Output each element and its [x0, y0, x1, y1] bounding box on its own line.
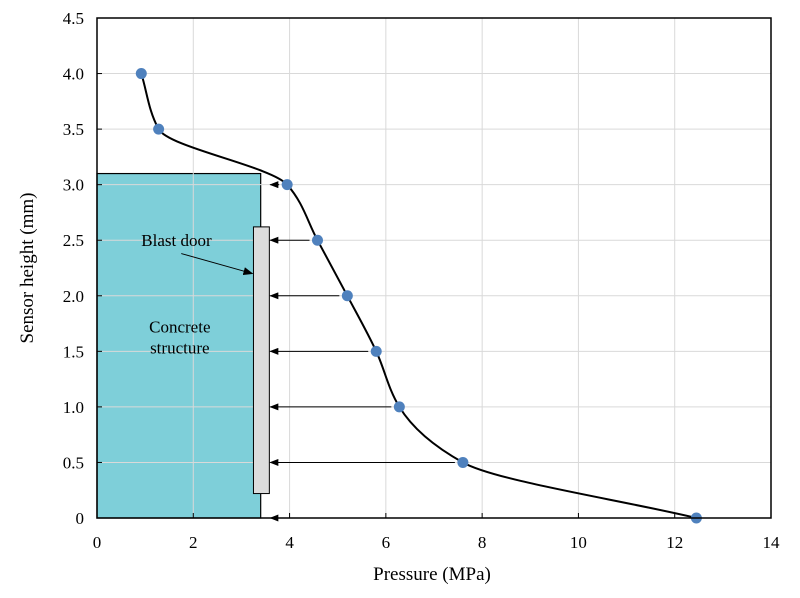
data-point — [341, 290, 353, 302]
data-point — [311, 234, 323, 246]
y-tick-label: 1.0 — [63, 398, 84, 417]
y-tick-label: 0 — [76, 509, 85, 528]
data-point — [281, 179, 293, 191]
structure-label-line: structure — [150, 338, 209, 357]
data-point — [153, 123, 165, 135]
y-tick-label: 0.5 — [63, 453, 84, 472]
data-point — [393, 401, 405, 413]
x-tick-label: 0 — [93, 533, 102, 552]
y-tick-label: 2.5 — [63, 231, 84, 250]
concrete-structure — [96, 172, 262, 519]
x-tick-label: 10 — [570, 533, 587, 552]
x-tick-label: 14 — [763, 533, 781, 552]
structure-label: Concrete structure — [149, 317, 210, 357]
y-tick-label: 3.0 — [63, 176, 84, 195]
pressure-curve — [140, 73, 697, 519]
y-tick-label: 1.5 — [63, 342, 84, 361]
x-axis-title: Pressure (MPa) — [373, 564, 491, 585]
structure-label-line: Concrete — [149, 317, 210, 336]
ticks: 0 2 4 6 8 10 12 14 0 0.5 1.0 1.5 2.0 2.5 3.0 3.5 4.0 4.5 — [63, 9, 780, 552]
plot-frame — [96, 17, 772, 519]
y-tick-label: 4.5 — [63, 9, 84, 28]
door-pointer-arrow — [181, 253, 254, 275]
y-axis-title: Sensor height (mm) — [17, 193, 38, 344]
y-tick-label: 2.0 — [63, 287, 84, 306]
data-point — [457, 456, 469, 468]
door-label: Blast door — [141, 231, 212, 250]
x-tick-label: 6 — [382, 533, 391, 552]
data-point — [135, 68, 147, 80]
y-tick-label: 4.0 — [63, 65, 84, 84]
x-tick-label: 12 — [666, 533, 683, 552]
data-point — [370, 345, 382, 357]
blast-door — [252, 226, 270, 495]
x-tick-label: 4 — [285, 533, 294, 552]
y-tick-label: 3.5 — [63, 120, 84, 139]
x-tick-label: 8 — [478, 533, 487, 552]
x-tick-label: 2 — [189, 533, 198, 552]
